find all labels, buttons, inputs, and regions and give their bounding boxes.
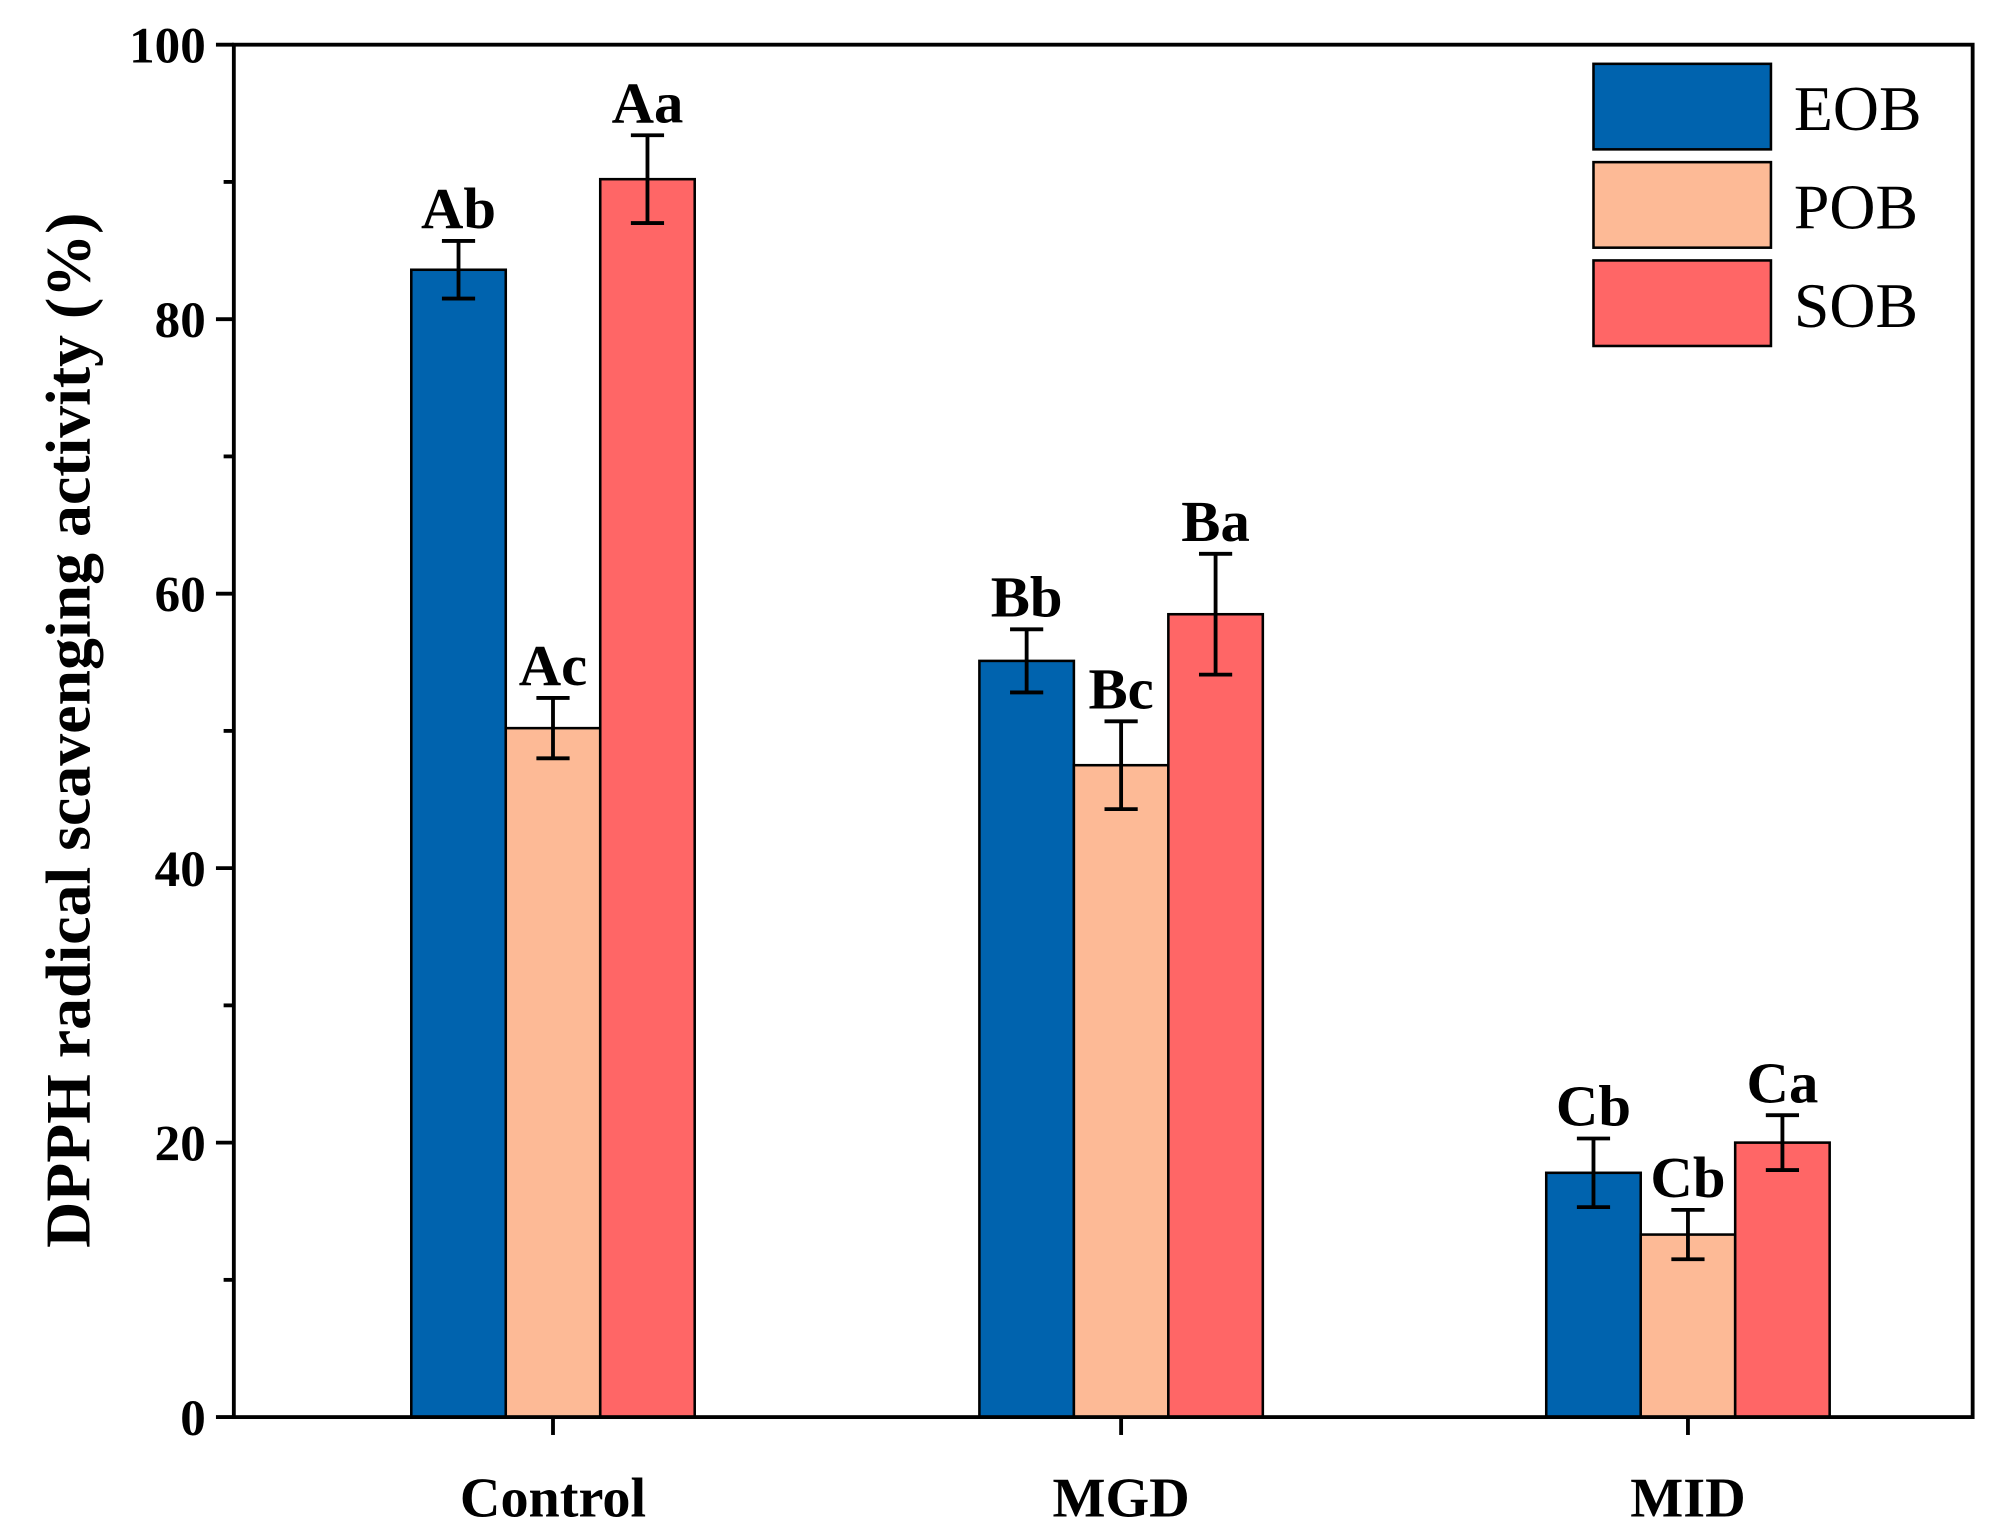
significance-label: Cb [1556, 1074, 1631, 1139]
significance-label: Bc [1088, 657, 1153, 722]
plot-frame [231, 42, 1975, 1420]
y-tick-label: 100 [129, 18, 206, 75]
y-tick-label: 80 [155, 292, 206, 349]
bar-eob [410, 268, 508, 1419]
bar-pob [1072, 763, 1170, 1419]
significance-label: Ba [1181, 489, 1250, 554]
significance-label: Ca [1747, 1050, 1819, 1115]
bar-sob [1733, 1141, 1831, 1419]
y-axis-label: DPPH radical scavenging activity (%) [33, 213, 104, 1248]
y-tick-label: 0 [180, 1390, 206, 1447]
legend-label: EOB [1794, 73, 1922, 144]
x-tick-label: Control [460, 1468, 646, 1530]
legend-swatch-eob [1592, 62, 1773, 151]
legend-swatch-pob [1592, 160, 1773, 249]
bar-sob [598, 177, 696, 1419]
x-tick-label: MGD [1052, 1468, 1189, 1530]
significance-label: Ab [421, 176, 496, 241]
y-tick-label: 60 [155, 567, 206, 624]
x-tick-label: MID [1630, 1468, 1745, 1530]
significance-label: Ac [519, 633, 587, 698]
bar-pob [1639, 1233, 1737, 1419]
significance-label: Aa [612, 70, 684, 135]
bar-eob [978, 659, 1076, 1419]
legend-swatch-sob [1592, 259, 1773, 348]
significance-label: Cb [1650, 1145, 1725, 1210]
y-tick-label: 20 [155, 1115, 206, 1172]
legend-label: SOB [1794, 270, 1918, 341]
y-tick-label: 40 [155, 841, 206, 898]
bar-eob [1544, 1171, 1642, 1419]
legend-label: POB [1794, 172, 1918, 243]
significance-label: Bb [991, 565, 1063, 630]
bar-sob [1167, 612, 1265, 1419]
bar-pob [504, 726, 602, 1419]
